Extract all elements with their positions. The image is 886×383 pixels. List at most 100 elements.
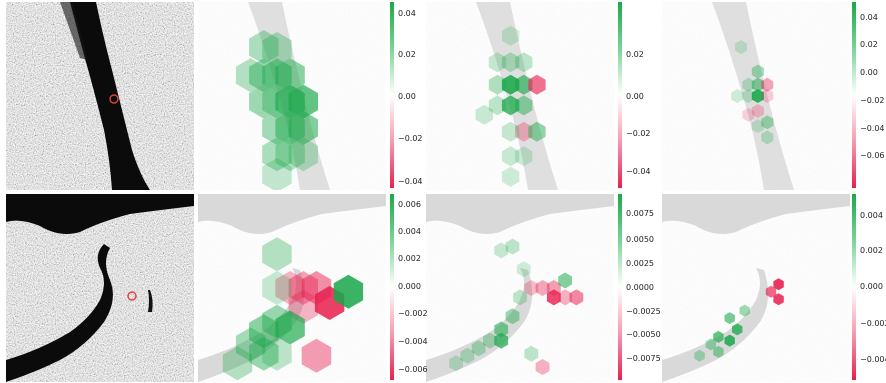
attribution-hex: [558, 289, 572, 306]
attribution-hex: [494, 242, 509, 259]
attribution-hex: [501, 52, 520, 73]
attribution-hex: [524, 345, 539, 362]
attribution-hex: [505, 238, 520, 255]
tick-label: −0.02: [398, 134, 423, 143]
dark-river-bottom: [6, 244, 113, 382]
attribution-hex: [724, 312, 735, 325]
attribution-hex: [713, 330, 724, 343]
attribution-hex: [460, 347, 475, 364]
attribution-hex: [275, 271, 305, 305]
attribution-hex: [262, 271, 292, 305]
tick-label: 0.006: [398, 200, 421, 209]
attribution-hexes-bottom-3: [694, 278, 784, 362]
colorbars: [390, 2, 856, 380]
attribution-hex: [249, 84, 279, 119]
colorbar-bottom-3: [852, 194, 856, 380]
colorbar-ticks-bottom-1: 0.006 0.004 0.002 0.000 −0.002 −0.004 −0…: [398, 200, 428, 374]
attribution-hexes-bottom-2: [449, 238, 584, 375]
attribution-hex: [765, 285, 777, 298]
attribution-hex: [773, 278, 784, 291]
attribution-hex: [275, 137, 305, 172]
attribution-hex: [751, 119, 764, 134]
attribution-hex: [249, 314, 279, 349]
attribution-hex: [732, 323, 743, 336]
attribution-hex: [535, 280, 550, 296]
tick-label: 0.00: [626, 92, 644, 101]
tick-label: 0.0000: [626, 283, 654, 292]
tick-label: −0.04: [626, 167, 651, 176]
attribution-hex: [761, 130, 774, 145]
attribution-hexes-top-1: [235, 30, 318, 190]
attribution-hex: [513, 289, 527, 306]
tick-label: 0.04: [398, 9, 416, 18]
tick-label: −0.006: [398, 365, 428, 374]
attribution-hex: [333, 274, 364, 309]
attribution-hex: [275, 310, 305, 345]
colorbar-ticks-bottom-2: 0.0075 0.0050 0.0025 0.0000 −0.0025 −0.0…: [626, 209, 661, 363]
attribution-hex: [501, 74, 520, 95]
attribution-hex: [501, 25, 520, 46]
attribution-hex: [558, 272, 572, 289]
attribution-hex: [262, 84, 292, 119]
attribution-hex: [739, 304, 750, 317]
colorbar-top-3: [852, 2, 856, 188]
attribution-hex: [488, 95, 507, 116]
attribution-hex: [488, 52, 507, 73]
tick-label: 0.02: [860, 40, 878, 49]
attribution-hex: [724, 334, 735, 347]
attribution-hex: [515, 121, 533, 142]
attribution-hex: [475, 104, 493, 125]
attribution-hex: [235, 58, 266, 93]
tick-label: −0.02: [860, 96, 885, 105]
tick-label: 0.004: [860, 211, 883, 220]
attribution-hex: [535, 359, 550, 375]
attribution-hex: [262, 158, 292, 190]
attribution-hexes-top-3: [731, 40, 774, 145]
attribution-hex: [742, 107, 755, 122]
tick-label: −0.0050: [626, 330, 661, 339]
attribution-hex: [249, 30, 279, 65]
attribution-hex: [528, 74, 546, 95]
tick-label: 0.000: [860, 282, 883, 291]
attribution-hex: [734, 40, 747, 55]
attribution-hex: [501, 121, 520, 142]
attribution-hex: [761, 77, 774, 92]
attribution-hex: [235, 327, 266, 362]
attribution-hex: [751, 89, 764, 103]
attribution-hex: [275, 58, 305, 93]
attribution-hex: [751, 77, 764, 92]
attribution-hex: [301, 338, 332, 373]
attribution-hex: [742, 77, 755, 92]
attribution-hex: [515, 52, 533, 73]
tick-label: 0.00: [398, 92, 416, 101]
attribution-hex: [494, 321, 509, 338]
attribution-hex: [249, 58, 279, 93]
tick-label: −0.0025: [626, 307, 661, 316]
colorbar-top-1: [390, 2, 394, 188]
attribution-hex: [449, 355, 463, 372]
attribution-hex: [262, 237, 292, 272]
attribution-hex: [705, 338, 717, 351]
colorbar-ticks-top-2: 0.02 0.00 −0.02 −0.04: [626, 50, 651, 176]
attribution-hex: [501, 95, 520, 116]
attribution-hex: [494, 332, 509, 349]
attribution-hex: [262, 111, 292, 145]
attribution-hex: [288, 137, 318, 172]
tick-label: −0.0075: [626, 354, 661, 363]
tick-label: −0.002: [860, 319, 886, 328]
colorbar-ticks-top-3: 0.04 0.02 0.00 −0.02 −0.04 −0.06: [860, 13, 885, 160]
tick-label: 0.004: [398, 227, 421, 236]
colorbar-bottom-2: [618, 194, 622, 380]
attribution-hex: [505, 308, 520, 325]
attribution-hex: [713, 345, 724, 358]
tick-label: −0.002: [398, 309, 428, 318]
attribution-hex: [569, 289, 584, 306]
attribution-hex: [483, 332, 497, 349]
attribution-hex: [731, 89, 744, 103]
attribution-hex: [275, 84, 305, 119]
tick-label: −0.02: [626, 129, 651, 138]
attribution-hex: [222, 346, 253, 381]
attribution-hexes-bottom-1: [222, 237, 364, 381]
attribution-hex: [546, 289, 561, 306]
